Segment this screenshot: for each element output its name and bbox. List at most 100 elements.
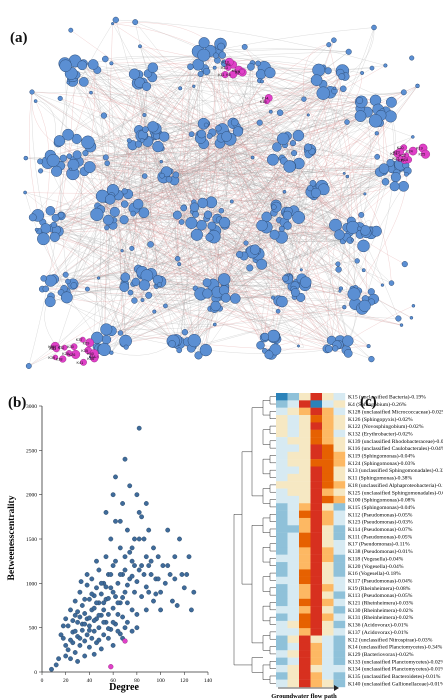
pink-node-label: K27 xyxy=(50,345,57,349)
heatmap-cell xyxy=(322,400,334,408)
network-node xyxy=(395,315,402,322)
network-node xyxy=(217,273,231,286)
scatter-point xyxy=(125,527,130,533)
network-edge xyxy=(283,138,308,283)
network-node xyxy=(282,274,289,282)
network-node xyxy=(142,126,149,133)
heatmap-cell xyxy=(276,532,288,541)
network-node xyxy=(188,131,195,138)
network-node xyxy=(185,216,198,229)
scatter-point xyxy=(129,573,135,579)
heatmap-cell xyxy=(276,503,288,511)
network-node xyxy=(197,129,206,139)
pink-node-label: K3 xyxy=(232,69,237,73)
network-edge xyxy=(203,54,383,286)
network-node xyxy=(342,171,346,175)
pink-node-label: K6 xyxy=(226,63,231,67)
network-node xyxy=(128,68,140,80)
network-node xyxy=(72,150,82,160)
network-edge xyxy=(152,75,324,85)
heatmap-cell xyxy=(287,495,300,504)
scatter-point xyxy=(106,635,111,641)
network-node xyxy=(59,154,67,162)
network-node xyxy=(120,272,131,282)
heatmap-cell xyxy=(310,495,323,504)
network-node xyxy=(109,61,114,66)
heatmap-cell xyxy=(333,422,346,430)
network-node xyxy=(168,340,176,348)
network-edge xyxy=(162,167,315,189)
network-edge xyxy=(365,116,395,299)
heatmap-cell xyxy=(322,576,334,585)
network-edge xyxy=(143,212,277,340)
network-node-pink xyxy=(52,354,59,361)
heatmap-cell xyxy=(299,503,311,511)
network-node xyxy=(335,266,342,273)
network-node xyxy=(40,223,51,234)
network-node-pink xyxy=(224,64,232,71)
network-edge xyxy=(115,19,386,66)
network-node xyxy=(282,210,293,221)
heatmap-cells xyxy=(276,393,346,688)
network-node xyxy=(102,154,109,161)
heatmap-cell xyxy=(287,628,300,636)
network-edge xyxy=(120,82,140,344)
network-edge xyxy=(215,230,341,289)
network-node xyxy=(119,282,130,292)
network-node xyxy=(345,48,352,55)
heatmap-cell xyxy=(299,444,311,452)
network-edge xyxy=(135,74,152,272)
network-edge xyxy=(64,63,309,148)
dendrogram-branch xyxy=(269,587,276,596)
heatmap-cell xyxy=(322,598,334,607)
network-edge xyxy=(138,171,380,270)
network-node xyxy=(100,112,108,119)
scatter-point xyxy=(53,662,59,668)
network-edge xyxy=(38,231,135,301)
network-edge xyxy=(179,51,199,351)
heatmap-cell xyxy=(299,466,311,475)
scatter-point xyxy=(101,600,107,606)
dendrogram-branch xyxy=(269,425,276,434)
heatmap-cell xyxy=(322,591,334,599)
heatmap-row-label: K19 (Rheinheimera)-0.08% xyxy=(348,585,411,592)
scatter-point xyxy=(98,591,104,597)
network-node xyxy=(354,258,360,264)
network-edge xyxy=(68,134,366,231)
heatmap-cell xyxy=(299,635,311,644)
heatmap-cell xyxy=(299,554,311,563)
heatmap-cell xyxy=(310,429,323,438)
heatmap-cell xyxy=(287,481,300,489)
scatter-point xyxy=(127,549,133,555)
scatter-point xyxy=(82,596,88,602)
network-edge xyxy=(157,109,379,281)
pink-node-label: K28 xyxy=(62,352,69,356)
heatmap-cell xyxy=(276,444,288,452)
scatter-point xyxy=(89,591,95,597)
heatmap-cell xyxy=(276,400,288,408)
heatmap-cell xyxy=(333,554,346,563)
heatmap-cell xyxy=(333,547,346,555)
heatmap-row-label: K121 (Rheinheimera)-0.03% xyxy=(348,600,414,607)
heatmap-cell xyxy=(322,584,334,592)
pink-node-label: K9 xyxy=(235,70,240,74)
network-node xyxy=(378,163,390,174)
network-node xyxy=(390,172,401,183)
x-tick-label: 60 xyxy=(110,678,116,684)
scatter-point xyxy=(72,650,78,655)
network-node xyxy=(141,81,152,91)
dendrogram-branch xyxy=(269,484,276,493)
network-node xyxy=(104,194,116,205)
heatmap-panel: K15 (unclassified Bacteria)-0.19%K4 (Sph… xyxy=(233,393,443,700)
heatmap-cell xyxy=(322,444,334,452)
network-node xyxy=(346,220,360,234)
heatmap-cell xyxy=(299,598,311,607)
heatmap-cell xyxy=(299,488,311,497)
network-node xyxy=(181,329,189,336)
network-node-pink xyxy=(61,344,68,351)
pink-node-label: K17 xyxy=(392,157,399,161)
network-node xyxy=(271,295,276,300)
heatmap-cell xyxy=(276,679,288,688)
network-node xyxy=(212,52,219,59)
scatter-point xyxy=(101,607,107,613)
